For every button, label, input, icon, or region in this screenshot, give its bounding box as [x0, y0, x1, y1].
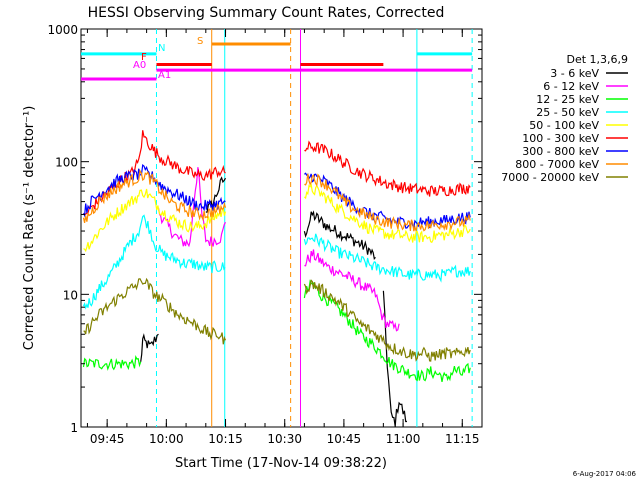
y-axis-label: Corrected Count Rate (s⁻¹ detector⁻¹) [22, 106, 37, 351]
x-tick-label: 10:45 [327, 432, 362, 446]
plot-frame [80, 28, 483, 428]
series-line [82, 214, 226, 310]
legend-label: 3 - 6 keV [550, 67, 599, 80]
series-line [303, 279, 471, 383]
annotation-label-f: F [141, 52, 147, 63]
y-tick-label: 1 [70, 421, 78, 435]
annotation-label-n: N [158, 43, 165, 54]
legend-label: 25 - 50 keV [536, 106, 599, 119]
x-tick-label: 10:00 [149, 432, 184, 446]
x-axis-label: Start Time (17-Nov-14 09:38:22) [175, 456, 387, 471]
x-tick-label: 10:15 [208, 432, 243, 446]
series-line [205, 176, 227, 213]
footer-date: 6-Aug-2017 04:06 [573, 470, 637, 478]
x-tick-label: 11:00 [386, 432, 421, 446]
series-line [82, 355, 142, 371]
series-line [82, 163, 226, 218]
series-line [304, 249, 400, 332]
series-line [304, 140, 471, 197]
x-tick-label: 09:45 [90, 432, 125, 446]
legend-label: 300 - 800 keV [522, 145, 599, 158]
legend-title: Det 1,3,6,9 [566, 53, 628, 66]
legend-label: 6 - 12 keV [543, 80, 599, 93]
series-line [82, 169, 227, 224]
series-line [83, 130, 226, 215]
series-line [304, 173, 471, 232]
y-tick-label: 100 [55, 156, 78, 170]
series-line [303, 210, 376, 260]
chart-title: HESSI Observing Summary Count Rates, Cor… [88, 5, 445, 21]
series-line [157, 167, 227, 248]
x-tick-label: 11:15 [445, 432, 480, 446]
series-line [83, 277, 227, 345]
legend-label: 7000 - 20000 keV [501, 171, 599, 184]
legend-label: 12 - 25 keV [536, 93, 599, 106]
axes: 1 10 100 1000 09:45 10:00 10:15 10:30 10:45 11:00… [47, 23, 483, 446]
annotation-label-a0: A0 [133, 60, 146, 71]
series-line [303, 233, 471, 283]
series-line [382, 290, 407, 427]
series-line [140, 333, 159, 362]
annotation-bars [81, 42, 473, 81]
series-line [303, 182, 471, 244]
y-tick-label: 1000 [47, 23, 78, 37]
x-tick-label: 10:30 [267, 432, 302, 446]
series-line [303, 279, 471, 362]
annotation-label-s: S [197, 36, 203, 47]
vertical-markers [155, 29, 473, 427]
legend-label: 800 - 7000 keV [515, 158, 599, 171]
y-tick-label: 10 [63, 288, 78, 302]
legend-label: 50 - 100 keV [529, 119, 599, 132]
series-line [83, 188, 227, 253]
annotation-label-a1: A1 [158, 70, 171, 81]
data-series [82, 130, 471, 427]
legend-label: 100 - 300 keV [522, 132, 599, 145]
